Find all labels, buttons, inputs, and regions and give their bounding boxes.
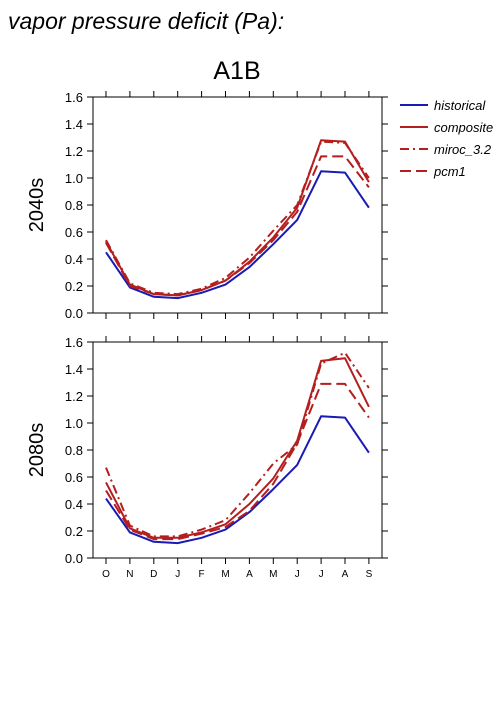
chart-heading: vapor pressure deficit (Pa): bbox=[8, 8, 284, 34]
y-tick-label: 0.8 bbox=[65, 443, 83, 458]
series-line-miroc-3-2 bbox=[105, 351, 370, 538]
x-tick-label: J bbox=[319, 569, 324, 580]
legend-label: historical bbox=[434, 98, 486, 113]
y-tick-label: 0.0 bbox=[65, 306, 83, 321]
y-tick-label: 0.0 bbox=[65, 551, 83, 566]
chart-title: A1B bbox=[213, 57, 260, 85]
y-tick-label: 1.4 bbox=[65, 117, 83, 132]
x-tick-label: D bbox=[150, 569, 157, 580]
series-line-historical bbox=[105, 415, 370, 545]
y-tick-label: 1.6 bbox=[65, 90, 83, 105]
y-tick-label: 0.6 bbox=[65, 225, 83, 240]
plot-frame bbox=[92, 341, 383, 559]
x-tick-label: F bbox=[199, 569, 205, 580]
legend-label: composite bbox=[434, 120, 493, 135]
y-tick-label: 0.4 bbox=[65, 497, 83, 512]
legend-label: pcm1 bbox=[433, 164, 466, 179]
y-tick-label: 0.4 bbox=[65, 252, 83, 267]
x-tick-label: S bbox=[366, 569, 373, 580]
x-tick-label: J bbox=[295, 569, 300, 580]
y-tick-label: 1.0 bbox=[65, 171, 83, 186]
y-tick-label: 1.2 bbox=[65, 144, 83, 159]
y-tick-label: 0.2 bbox=[65, 524, 83, 539]
y-tick-label: 1.4 bbox=[65, 362, 83, 377]
y-tick-label: 1.6 bbox=[65, 335, 83, 350]
panel-2040s: 0.0 0.2 0.4 0.6 0.8 1.0 1.2 1.4 1.6 2040s bbox=[26, 90, 388, 321]
row-label: 2080s bbox=[26, 423, 48, 478]
x-tick-label: M bbox=[269, 569, 277, 580]
panel-2080s: 0.0 0.2 0.4 0.6 0.8 1.0 1.2 1.4 1.6 O N D J F M A M J J A S 2… bbox=[26, 335, 388, 580]
series-line-miroc-3-2 bbox=[105, 140, 370, 296]
y-tick-label: 0.6 bbox=[65, 470, 83, 485]
y-tick-label: 0.2 bbox=[65, 279, 83, 294]
y-tick-label: 0.8 bbox=[65, 198, 83, 213]
y-tick-label: 1.0 bbox=[65, 416, 83, 431]
x-tick-label: A bbox=[246, 569, 253, 580]
x-tick-label: A bbox=[342, 569, 349, 580]
row-label: 2040s bbox=[26, 178, 48, 233]
legend-label: miroc_3.2 bbox=[434, 142, 492, 157]
series-line-pcm1 bbox=[105, 382, 370, 541]
x-tick-label: J bbox=[175, 569, 180, 580]
x-tick-label: O bbox=[102, 569, 110, 580]
plot-frame bbox=[92, 96, 383, 314]
series-line-composite bbox=[105, 357, 370, 539]
legend: historical composite miroc_3.2 pcm1 bbox=[400, 98, 493, 179]
y-tick-label: 1.2 bbox=[65, 389, 83, 404]
x-tick-label: M bbox=[221, 569, 229, 580]
series-line-historical bbox=[105, 170, 370, 300]
x-tick-label: N bbox=[126, 569, 133, 580]
series-line-pcm1 bbox=[105, 155, 370, 297]
